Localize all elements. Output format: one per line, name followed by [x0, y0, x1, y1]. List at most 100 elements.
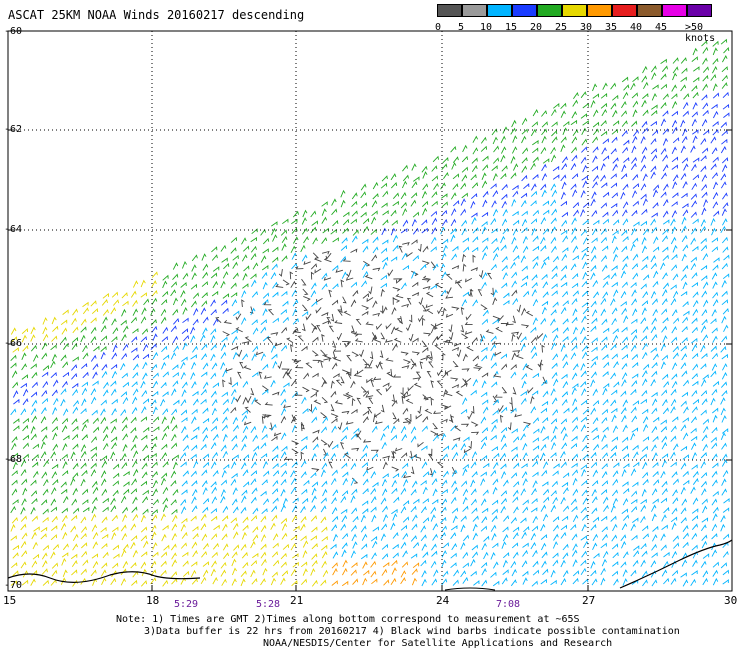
wind-barb	[600, 202, 607, 209]
wind-barb	[422, 346, 429, 353]
wind-barb	[201, 300, 208, 307]
wind-barb	[362, 488, 369, 495]
wind-barb	[182, 570, 190, 577]
wind-barb	[50, 360, 56, 369]
wind-barb	[444, 339, 453, 344]
legend-tick: 30	[580, 22, 593, 33]
wind-barb	[591, 309, 598, 317]
wind-barb	[210, 390, 217, 398]
wind-barb	[400, 228, 408, 234]
wind-barb	[662, 164, 669, 172]
wind-barb	[380, 305, 384, 314]
wind-barb	[412, 211, 420, 218]
wind-barb	[640, 498, 647, 505]
wind-barb	[703, 299, 709, 307]
wind-barb	[370, 471, 377, 479]
wind-barb	[407, 385, 414, 392]
wind-barb	[482, 164, 489, 171]
wind-barb	[631, 120, 638, 127]
wind-barb	[270, 272, 277, 280]
wind-barb	[691, 515, 699, 521]
wind-barb	[691, 372, 698, 380]
wind-barb	[362, 217, 370, 225]
wind-barb	[314, 268, 322, 274]
wind-barb	[512, 453, 519, 460]
wind-barb	[341, 490, 349, 497]
wind-barb	[552, 524, 559, 532]
wind-barb	[445, 313, 454, 318]
wind-barb	[521, 135, 527, 144]
wind-barb	[570, 442, 578, 449]
wind-barb	[260, 534, 267, 542]
wind-barb	[32, 461, 39, 468]
wind-barb	[580, 91, 587, 99]
wind-barb	[310, 392, 317, 398]
wind-barb	[532, 445, 540, 451]
wind-barb	[672, 174, 679, 182]
wind-barb	[13, 398, 20, 405]
wind-barb	[41, 499, 48, 506]
wind-barb	[342, 296, 347, 304]
wind-barb	[391, 307, 397, 315]
wind-barb	[570, 336, 577, 343]
wind-barb	[41, 352, 48, 360]
wind-barb	[421, 570, 427, 578]
wind-barb	[522, 542, 529, 548]
wind-barb	[650, 165, 657, 173]
wind-barb	[140, 551, 148, 557]
wind-barb	[452, 245, 459, 252]
wind-barb	[160, 308, 167, 316]
wind-barb	[520, 390, 527, 397]
wind-barb	[182, 317, 189, 324]
wind-barb	[412, 562, 420, 569]
wind-barb	[631, 415, 638, 423]
wind-barb	[120, 319, 127, 326]
wind-barb	[302, 288, 309, 295]
wind-barb	[661, 354, 668, 361]
wind-barb	[370, 496, 377, 504]
wind-barb	[346, 372, 352, 379]
wind-barb	[580, 326, 586, 335]
wind-barb	[672, 345, 679, 353]
wind-barb	[172, 297, 178, 306]
wind-barb	[494, 394, 503, 398]
wind-barb	[711, 147, 718, 155]
wind-barb	[662, 282, 669, 290]
wind-barb	[631, 227, 637, 236]
wind-barb	[100, 455, 108, 461]
wind-barb	[672, 181, 678, 189]
wind-barb	[642, 478, 649, 486]
wind-barb	[211, 362, 218, 370]
wind-barb	[228, 377, 232, 386]
wind-barb	[542, 390, 549, 398]
wind-barb	[702, 443, 708, 452]
wind-barb	[321, 480, 328, 488]
wind-barb	[311, 468, 320, 472]
wind-barb	[92, 486, 99, 494]
wind-barb	[712, 83, 718, 91]
wind-barb	[140, 534, 147, 542]
wind-barb	[361, 262, 368, 271]
wind-barb	[244, 336, 252, 343]
wind-barb	[41, 389, 48, 397]
wind-barb	[702, 577, 709, 586]
wind-barb	[681, 216, 687, 225]
wind-barb	[470, 479, 476, 488]
wind-barb	[472, 532, 478, 540]
wind-barb	[262, 414, 271, 418]
wind-barb	[251, 279, 257, 287]
wind-barb	[661, 459, 667, 468]
wind-barb	[681, 253, 687, 262]
wind-barb	[492, 319, 499, 325]
wind-barb	[552, 496, 558, 505]
wind-barb	[52, 379, 59, 387]
wind-barb	[441, 163, 448, 170]
wind-barb	[611, 192, 618, 199]
wind-barb	[681, 235, 688, 243]
wind-barb	[651, 317, 657, 325]
wind-barb	[171, 578, 178, 585]
wind-barb	[661, 65, 668, 72]
wind-barb	[11, 370, 18, 378]
wind-barb	[80, 577, 87, 585]
wind-barb	[551, 208, 558, 216]
